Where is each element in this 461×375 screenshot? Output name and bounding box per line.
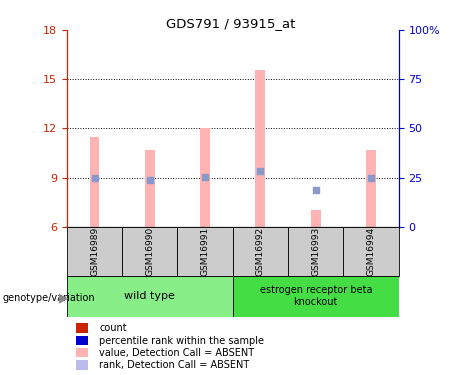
Text: GSM16989: GSM16989 [90,226,99,276]
Bar [366,150,376,227]
Text: GDS791 / 93915_at: GDS791 / 93915_at [166,17,295,30]
Text: GSM16993: GSM16993 [311,226,320,276]
Point [367,175,375,181]
Text: estrogen receptor beta
knockout: estrogen receptor beta knockout [260,285,372,307]
Bar [67,276,233,317]
Bar [200,128,210,227]
Point [91,175,98,181]
Bar [255,70,266,227]
Text: percentile rank within the sample: percentile rank within the sample [99,336,264,345]
Text: GSM16991: GSM16991 [201,226,210,276]
Bar [233,227,288,276]
Text: genotype/variation: genotype/variation [2,293,95,303]
Bar [89,136,100,227]
Bar [145,150,155,227]
Text: GSM16994: GSM16994 [366,226,376,276]
Bar [233,276,399,317]
Text: rank, Detection Call = ABSENT: rank, Detection Call = ABSENT [99,360,249,370]
Text: wild type: wild type [124,291,175,301]
Point [201,174,209,180]
Point [146,177,154,183]
Bar [67,227,122,276]
Bar [122,227,177,276]
Bar [311,210,321,227]
Bar [177,227,233,276]
Text: GSM16990: GSM16990 [145,226,154,276]
Point [257,168,264,174]
Text: GSM16992: GSM16992 [256,226,265,276]
Point [312,187,319,193]
Text: count: count [99,323,127,333]
Bar [343,227,399,276]
Bar [288,227,343,276]
Text: ▶: ▶ [59,292,69,304]
Text: value, Detection Call = ABSENT: value, Detection Call = ABSENT [99,348,254,358]
